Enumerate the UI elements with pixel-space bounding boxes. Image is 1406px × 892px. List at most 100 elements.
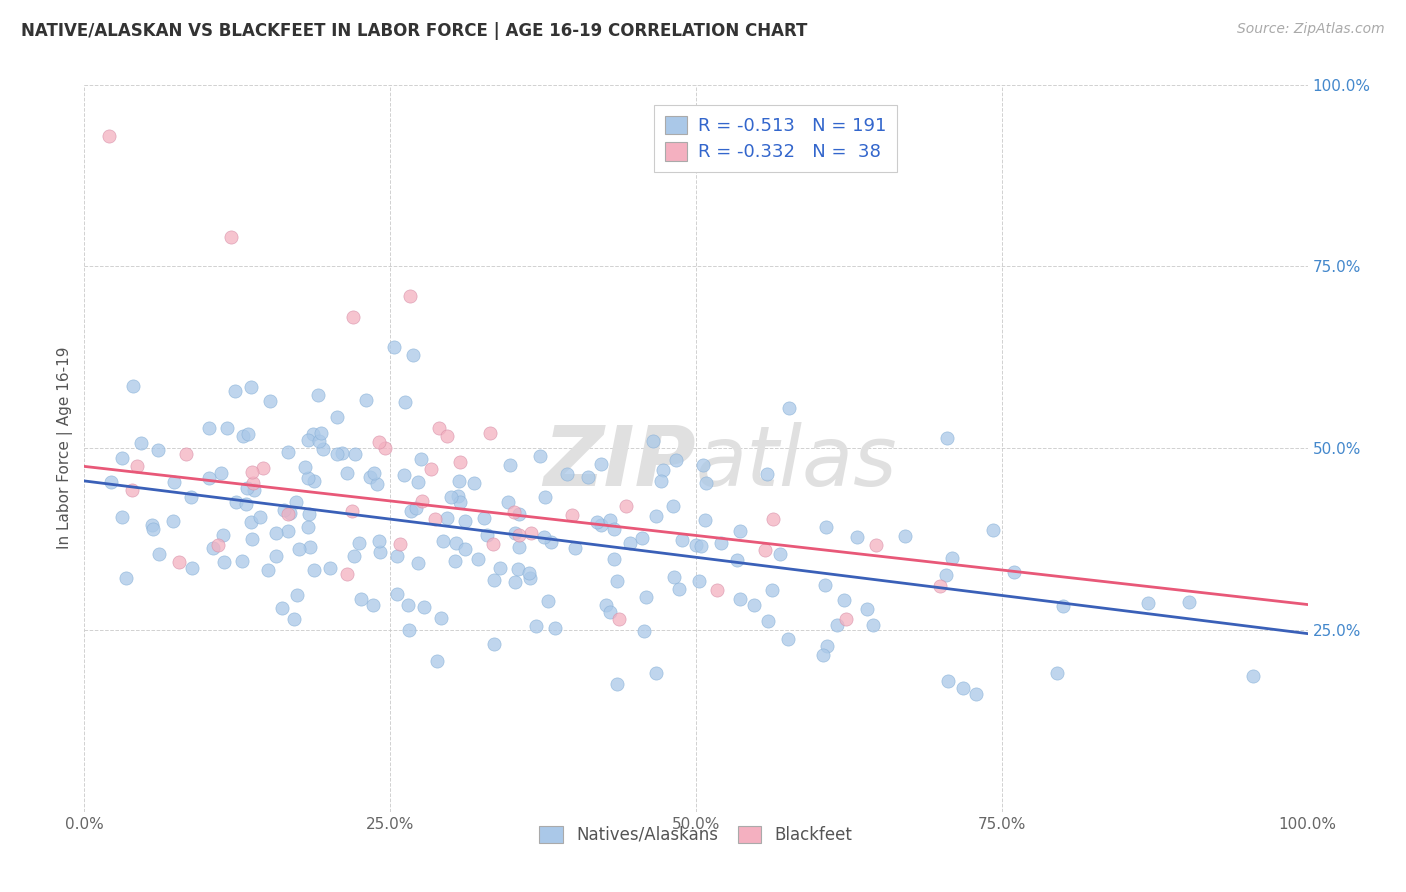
Point xyxy=(865,538,887,552)
Point xyxy=(335,567,357,582)
Point xyxy=(463,475,485,490)
Point xyxy=(425,512,447,526)
Point xyxy=(198,420,221,434)
Point xyxy=(685,538,707,552)
Point xyxy=(607,612,630,626)
Point xyxy=(411,452,433,467)
Point xyxy=(454,514,477,528)
Point xyxy=(115,571,138,585)
Point xyxy=(411,494,433,508)
Point xyxy=(517,566,540,580)
Point xyxy=(297,471,319,485)
Point xyxy=(643,434,665,448)
Point xyxy=(706,583,728,598)
Point xyxy=(508,541,530,555)
Y-axis label: In Labor Force | Age 16-19: In Labor Force | Age 16-19 xyxy=(58,347,73,549)
Point xyxy=(243,483,266,497)
Point xyxy=(297,433,319,447)
Point xyxy=(633,624,655,638)
Point xyxy=(835,612,858,626)
Point xyxy=(212,555,235,569)
Point xyxy=(256,562,278,576)
Point xyxy=(242,476,264,491)
Point xyxy=(142,523,165,537)
Point xyxy=(347,535,370,549)
Point xyxy=(121,483,143,498)
Point xyxy=(662,499,685,513)
Point xyxy=(249,510,271,524)
Point xyxy=(180,490,202,504)
Point xyxy=(350,592,373,607)
Point xyxy=(298,540,321,554)
Point xyxy=(564,541,586,556)
Point xyxy=(326,410,349,425)
Point xyxy=(762,511,785,525)
Point xyxy=(662,570,685,584)
Point xyxy=(665,453,688,467)
Point xyxy=(941,551,963,566)
Point xyxy=(354,393,377,408)
Point xyxy=(815,640,838,654)
Point xyxy=(363,466,385,480)
Point xyxy=(436,511,458,525)
Point xyxy=(534,490,557,504)
Point xyxy=(239,380,262,394)
Point xyxy=(174,447,197,461)
Point xyxy=(278,506,301,520)
Point xyxy=(215,421,238,435)
Point xyxy=(606,676,628,690)
Point xyxy=(503,526,526,541)
Point xyxy=(146,442,169,457)
Point xyxy=(1178,595,1201,609)
Point xyxy=(361,598,384,612)
Point xyxy=(225,495,247,509)
Point xyxy=(367,534,389,549)
Point xyxy=(436,428,458,442)
Point xyxy=(367,435,389,450)
Point xyxy=(935,567,957,582)
Point xyxy=(614,499,637,513)
Text: atlas: atlas xyxy=(696,422,897,503)
Point xyxy=(271,601,294,615)
Point xyxy=(645,665,668,680)
Point xyxy=(454,541,477,556)
Point xyxy=(238,426,260,441)
Point xyxy=(742,599,765,613)
Point xyxy=(307,388,329,402)
Point xyxy=(524,618,547,632)
Point xyxy=(302,426,325,441)
Point xyxy=(264,549,287,563)
Point xyxy=(288,541,311,556)
Point xyxy=(778,401,800,416)
Point xyxy=(599,605,621,619)
Point xyxy=(394,395,416,409)
Text: ZIP: ZIP xyxy=(543,422,696,503)
Point xyxy=(478,425,501,440)
Point xyxy=(756,467,779,481)
Point xyxy=(846,530,869,544)
Point xyxy=(385,587,408,601)
Point xyxy=(264,526,287,541)
Point xyxy=(467,551,489,566)
Point xyxy=(814,578,837,592)
Point xyxy=(111,510,134,524)
Point xyxy=(148,547,170,561)
Point xyxy=(503,575,526,590)
Point xyxy=(650,474,672,488)
Point xyxy=(231,554,253,568)
Point xyxy=(111,450,134,465)
Point xyxy=(489,560,512,574)
Point xyxy=(576,470,599,484)
Point xyxy=(981,523,1004,537)
Point xyxy=(533,530,555,544)
Point xyxy=(141,517,163,532)
Point xyxy=(544,621,567,635)
Point xyxy=(589,457,612,471)
Point xyxy=(426,654,449,668)
Point xyxy=(936,673,959,688)
Point xyxy=(97,128,120,143)
Point xyxy=(387,549,409,563)
Point xyxy=(359,470,381,484)
Text: NATIVE/ALASKAN VS BLACKFEET IN LABOR FORCE | AGE 16-19 CORRELATION CHART: NATIVE/ALASKAN VS BLACKFEET IN LABOR FOR… xyxy=(21,22,807,40)
Point xyxy=(506,562,529,576)
